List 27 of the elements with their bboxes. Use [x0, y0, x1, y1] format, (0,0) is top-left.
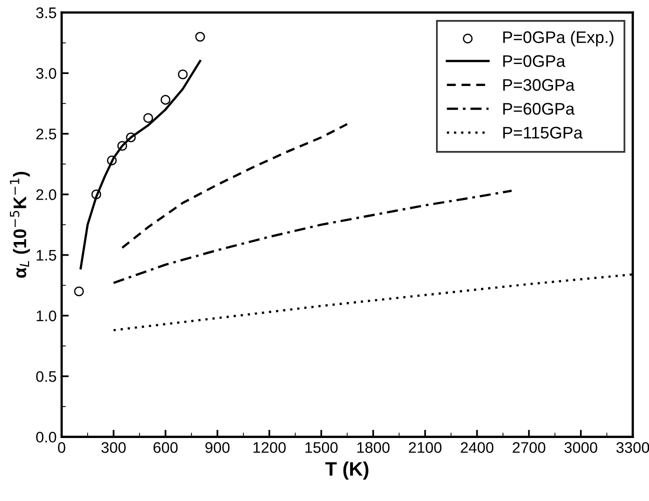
x-tick-label: 900 — [205, 442, 230, 453]
legend-label: P=115GPa — [503, 126, 583, 139]
y-tick-label: 3.0 — [36, 68, 56, 79]
legend-label: P=30GPa — [503, 79, 575, 91]
y-tick-label: 1.0 — [36, 310, 56, 322]
y-tick-label: 2.5 — [36, 128, 56, 140]
legend-label: P=0GPa — [503, 55, 566, 67]
x-tick-label: 1200 — [254, 442, 286, 453]
x-axis-title: T (K) — [325, 462, 368, 480]
x-tick-label: 2700 — [512, 442, 546, 453]
x-tick-label: 1500 — [305, 442, 338, 453]
x-tick-label: 0 — [58, 442, 66, 453]
y-axis-title: α$_{L}$ (10$^{−5}$K$^{−1}$) — [10, 172, 30, 278]
x-tick-label: 1800 — [357, 442, 390, 453]
x-tick-label: 2100 — [408, 442, 442, 453]
y-tick-label: 0.0 — [36, 432, 56, 443]
x-tick-label: 3300 — [616, 442, 649, 453]
y-tick-label: 3.5 — [36, 7, 56, 18]
x-tick-label: 2400 — [460, 442, 494, 453]
x-tick-label: 600 — [154, 442, 178, 453]
x-tick-label: 3000 — [564, 442, 598, 453]
y-tick-label: 2.0 — [36, 189, 56, 200]
legend-label: P=60GPa — [503, 102, 575, 115]
legend-label: P=0GPa (Exp.) — [503, 30, 614, 46]
x-tick-label: 300 — [101, 442, 126, 453]
y-tick-label: 0.5 — [36, 371, 56, 382]
y-tick-label: 1.5 — [36, 250, 56, 261]
